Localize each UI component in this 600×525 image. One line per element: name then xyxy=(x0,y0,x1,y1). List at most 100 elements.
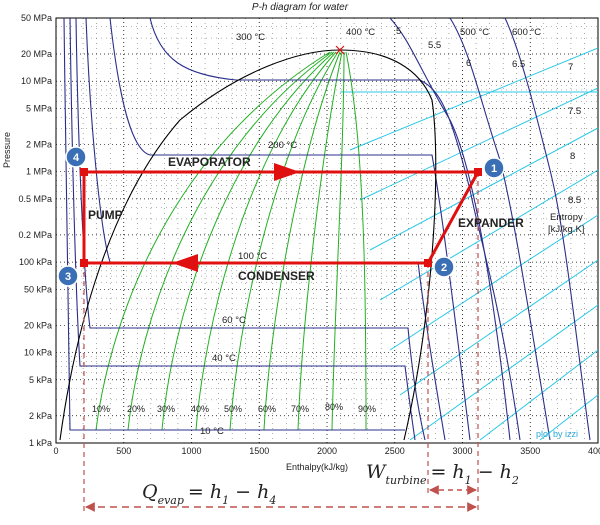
expander-line xyxy=(426,171,480,264)
evaporator-arrow xyxy=(274,163,300,181)
entropy-line xyxy=(399,259,598,396)
quality-line xyxy=(263,51,341,431)
x-tick-label: 500 xyxy=(116,446,131,456)
entropy-label: 6.5 xyxy=(512,59,525,70)
entropy-label: 8 xyxy=(570,151,575,162)
state-marker-square xyxy=(80,168,88,176)
state-number: 3 xyxy=(65,271,71,283)
dimension-lines xyxy=(83,172,479,514)
y-tick-label: 20 kPa xyxy=(24,320,52,330)
quality-label: 70% xyxy=(291,404,309,414)
isotherm-label-10: 10 °C xyxy=(200,426,224,437)
quality-line xyxy=(95,51,331,431)
entropy-lines xyxy=(340,47,598,441)
state-circle xyxy=(57,265,79,287)
y-tick-label: 10 kPa xyxy=(24,348,52,358)
isotherm-line xyxy=(504,18,591,441)
q-evap-formula: Qevap = h1 − h4 xyxy=(142,481,276,507)
y-tick-label: 1 kPa xyxy=(29,438,52,448)
state-marker-square xyxy=(474,168,482,176)
quality-label: 40% xyxy=(191,404,209,414)
state-number: 4 xyxy=(73,152,80,164)
y-axis-ticks: 50 MPa 20 MPa 10 MPa 5 MPa 2 MPa 1 MPa 0.5 MPa… xyxy=(18,13,52,448)
entropy-line xyxy=(349,47,598,151)
state-1: 1 xyxy=(483,157,505,179)
x-tick-label: 2500 xyxy=(385,446,405,456)
q-subscript: evap xyxy=(158,494,184,507)
w-h1-subscript: 1 xyxy=(465,474,472,487)
isotherm-label-600: 600 °C xyxy=(512,27,541,38)
entropy-label: 7.5 xyxy=(568,106,581,117)
w-symbol: W xyxy=(366,461,387,483)
quality-line xyxy=(195,51,337,431)
x-axis-ticks: 0 500 1000 1500 2000 2500 3000 3500 4000 xyxy=(53,446,600,456)
q-equals-h: = h xyxy=(188,481,222,503)
entropy-line xyxy=(479,349,598,441)
state-circle xyxy=(433,256,455,278)
state-circle xyxy=(65,146,87,168)
isotherm-line xyxy=(149,18,521,441)
state-number: 2 xyxy=(441,262,447,274)
quality-label: 30% xyxy=(157,404,175,414)
x-tick-label: 1500 xyxy=(249,446,269,456)
entropy-line xyxy=(379,169,598,301)
state-circle xyxy=(483,157,505,179)
isotherm-line xyxy=(75,18,426,441)
y-tick-label: 50 kPa xyxy=(24,284,52,294)
quality-labels: 10% 20% 30% 40% 50% 60% 70% 80% 90% xyxy=(92,402,376,414)
entropy-line xyxy=(539,394,598,441)
pump-label: PUMP xyxy=(88,208,123,222)
quality-label: 20% xyxy=(127,404,145,414)
grid xyxy=(56,18,598,443)
y-tick-label: 5 kPa xyxy=(29,375,52,385)
q-minus-h: − h xyxy=(229,481,269,503)
entropy-line xyxy=(389,214,598,351)
w-minus-h: − h xyxy=(472,461,512,483)
quality-lines xyxy=(95,51,367,431)
x-tick-label: 3000 xyxy=(452,446,472,456)
w-h2-subscript: 2 xyxy=(511,474,519,487)
quality-label: 80% xyxy=(325,402,343,412)
isotherm-line xyxy=(63,18,405,431)
condenser-label: CONDENSER xyxy=(238,269,315,283)
quality-line xyxy=(229,51,339,431)
isotherm-label-400: 400 °C xyxy=(346,27,375,38)
y-axis-label: Pressure xyxy=(2,132,12,168)
state-marker-square xyxy=(80,259,88,267)
isotherm-label-100: 100 °C xyxy=(238,251,267,262)
y-tick-label: 10 MPa xyxy=(21,76,52,86)
isotherm-label-500: 500 °C xyxy=(460,27,489,38)
y-tick-label: 5 MPa xyxy=(26,103,52,113)
quality-line xyxy=(331,51,345,431)
isotherm-label-60: 60 °C xyxy=(222,315,246,326)
quality-label: 50% xyxy=(224,404,242,414)
isotherm-line xyxy=(109,18,471,441)
state-marker-square xyxy=(424,259,432,267)
state-4: 4 xyxy=(65,146,87,168)
isotherm-line xyxy=(69,18,416,441)
state-2: 2 xyxy=(433,256,455,278)
entropy-label: 5 xyxy=(396,26,401,37)
w-subscript: turbine xyxy=(386,474,427,487)
y-tick-label: 2 kPa xyxy=(29,411,52,421)
isotherm-lines xyxy=(63,18,591,441)
entropy-unit: [kJ/kg.K] xyxy=(548,224,584,235)
y-tick-label: 0.2 MPa xyxy=(18,230,52,240)
state-3: 3 xyxy=(57,265,79,287)
credit: plot by izzi xyxy=(536,429,578,439)
quality-label: 90% xyxy=(358,404,376,414)
y-tick-label: 2 MPa xyxy=(26,139,52,149)
saturation-dome xyxy=(59,49,437,441)
q-h1-subscript: 1 xyxy=(222,494,229,507)
entropy-label: 8.5 xyxy=(568,195,581,206)
evaporator-label: EVAPORATOR xyxy=(168,155,251,169)
plot-frame xyxy=(55,17,599,444)
x-tick-label: 0 xyxy=(53,446,58,456)
quality-line xyxy=(127,51,333,431)
expander-label: EXPANDER xyxy=(458,216,524,230)
isotherm-label-300: 300 °C xyxy=(236,32,265,43)
chart-title: P-h diagram for water xyxy=(252,2,349,13)
entropy-label: 5.5 xyxy=(428,40,441,51)
